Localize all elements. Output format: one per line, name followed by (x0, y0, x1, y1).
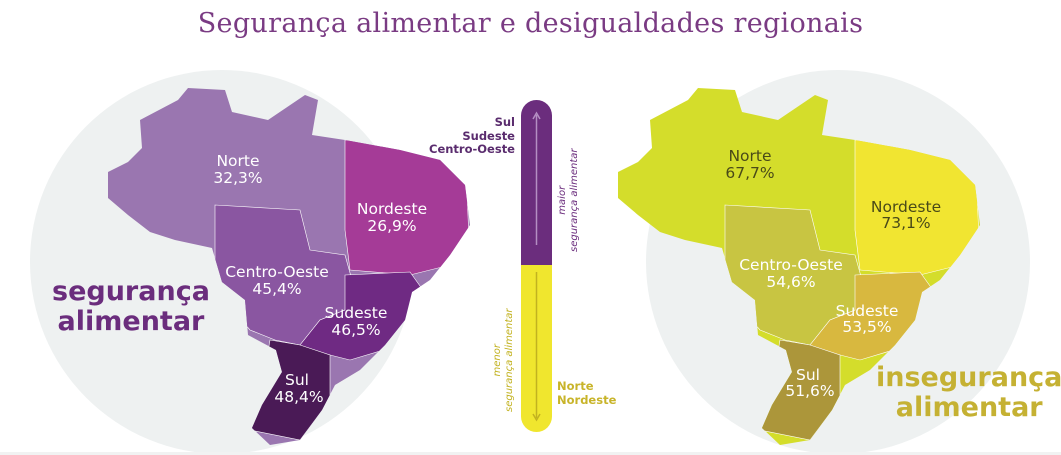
nordeste-left-name: Nordeste (357, 200, 427, 218)
legend-top-region: Centro-Oeste (429, 142, 515, 156)
legend-bottom-region: Norte (557, 379, 594, 393)
legend-top-caption-line2: segurança alimentar (568, 148, 580, 252)
nordeste-right-name: Nordeste (871, 198, 941, 216)
centro-oeste-right-value: 54,6% (766, 273, 815, 291)
page-title: Segurança alimentar e desigualdades regi… (197, 8, 864, 39)
sudeste-left-name: Sudeste (325, 304, 388, 322)
right-map-label: insegurança alimentar (876, 363, 1061, 423)
sudeste-right-name: Sudeste (836, 302, 899, 320)
nordeste-left-value: 26,9% (367, 217, 416, 235)
legend-bottom-region: Nordeste (557, 392, 617, 407)
norte-right-name: Norte (728, 147, 771, 165)
sul-left-value: 48,4% (274, 388, 323, 406)
centro-oeste-left-value: 45,4% (252, 280, 301, 298)
left-map-label-line2: alimentar (57, 306, 205, 337)
legend-bar (521, 100, 552, 432)
norte-left-value: 32,3% (213, 169, 262, 187)
left-map-label-line1: segurança (52, 276, 210, 307)
norte-right-value: 67,7% (725, 164, 774, 182)
bottom-divider (0, 452, 1061, 455)
centro-oeste-right-name: Centro-Oeste (739, 256, 843, 274)
legend-top-caption-line1: maior (557, 185, 568, 215)
legend-top-region: Sul (494, 115, 515, 129)
sul-right-value: 51,6% (785, 382, 834, 400)
legend-bar-join (521, 250, 552, 265)
legend-top-regions: Sul Sudeste Centro-Oeste (429, 115, 515, 157)
nordeste-right-value: 73,1% (881, 214, 930, 232)
legend-bottom-regions: Norte Nordeste (557, 379, 617, 407)
right-map-label-line2: alimentar (895, 392, 1043, 423)
left-map-label: segurança alimentar (52, 277, 210, 337)
sudeste-left-value: 46,5% (331, 321, 380, 339)
up-arrow-icon (532, 111, 541, 245)
right-map-label-line1: insegurança (876, 362, 1061, 393)
legend-bottom-caption: menor segurança alimentar (492, 308, 515, 412)
sudeste-right-value: 53,5% (842, 318, 891, 336)
legend-top-region: Sudeste (462, 128, 515, 143)
legend-bottom-caption-line2: segurança alimentar (503, 308, 515, 412)
norte-left-name: Norte (216, 152, 259, 170)
down-arrow-icon (532, 272, 541, 422)
sul-left-name: Sul (285, 371, 309, 389)
centro-oeste-left-name: Centro-Oeste (225, 263, 329, 281)
legend-bottom-caption-line1: menor (492, 344, 503, 377)
legend-top-caption: maior segurança alimentar (557, 148, 580, 252)
sul-right-name: Sul (796, 366, 820, 384)
